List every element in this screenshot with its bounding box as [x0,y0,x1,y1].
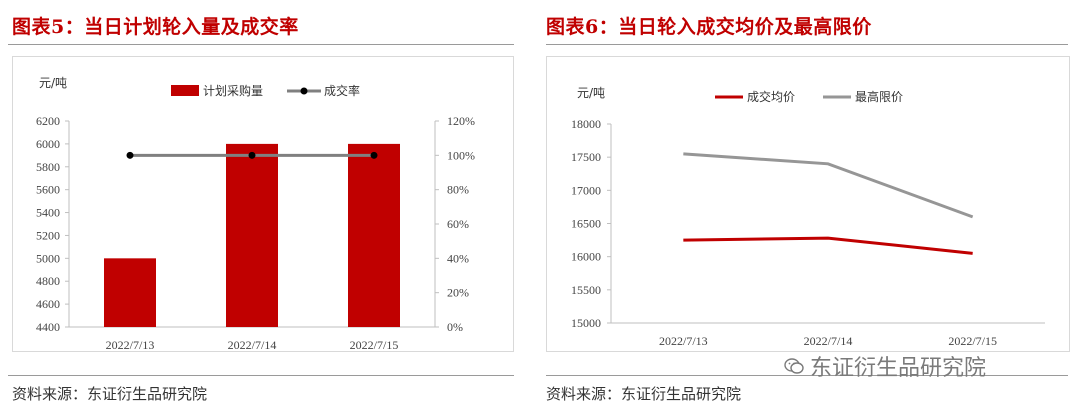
y-axis-unit-label: 元/吨 [39,76,67,90]
y-left-tick-label: 4800 [36,274,60,288]
point-transaction-rate [126,151,134,159]
y-tick-label: 17000 [571,183,601,197]
figure-5-chart-area: 元/吨 4400 4600 4800 5000 5200 5400 5600 5800 6000 6… [12,56,514,352]
y-tick-label: 15000 [571,316,601,330]
y-left-tick-label: 5000 [36,251,60,265]
figure-6-source: 资料来源：东证衍生品研究院 [546,385,742,403]
figure-5-source: 资料来源：东证衍生品研究院 [12,385,208,403]
y-tick-label: 15500 [571,283,601,297]
legend-label-avg-transaction-price: 成交均价 [747,89,795,104]
y-axis-unit-label: 元/吨 [577,86,605,100]
figure-6-source-divider [546,375,1068,376]
legend-label-transaction-rate: 成交率 [324,83,360,98]
x-tick-label: 2022/7/13 [106,338,155,351]
y-tick-label: 18000 [571,117,601,131]
y-tick-label: 16500 [571,217,601,231]
watermark: 东证衍生品研究院 [784,350,986,382]
bar-planned-purchase [226,143,278,327]
y-right-tick-label: 100% [447,148,475,162]
figure-5-source-divider [8,375,514,376]
watermark-text: 东证衍生品研究院 [810,356,987,381]
y-left-tick-label: 4400 [36,320,60,334]
y-right-tick-label: 40% [447,251,469,265]
y-right-tick-label: 20% [447,286,469,300]
figure-6-panel: 图表6：当日轮入成交均价及最高限价 元/吨 15000 15500 16000 1650… [540,0,1080,413]
figure-5-title: 图表5：当日计划轮入量及成交率 [12,16,299,38]
legend-label-planned-purchase: 计划采购量 [203,83,263,98]
y-left-tick-label: 5800 [36,160,60,174]
y-right-tick-label: 0% [447,320,463,334]
y-tick-label: 16000 [571,250,601,264]
y-left-tick-label: 6200 [36,114,60,128]
line-avg-transaction-price [683,236,973,255]
y-left-tick-label: 5600 [36,183,60,197]
x-tick-label: 2022/7/13 [659,334,708,348]
y-right-tick-label: 60% [447,217,469,231]
figure-6-title-divider [546,44,1068,45]
figure-5-chart: 元/吨 4400 4600 4800 5000 5200 5400 5600 5800 6000 6… [36,76,475,352]
bar-planned-purchase [104,258,156,327]
x-tick-label: 2022/7/14 [228,338,277,351]
line-max-price-limit [683,152,974,219]
y-left-tick-label: 5400 [36,206,60,220]
y-right-tick-label: 80% [447,183,469,197]
wechat-icon [784,358,804,374]
figure-5-title-divider [8,44,514,45]
legend-marker-transaction-rate [300,87,308,95]
x-tick-label: 2022/7/14 [804,334,853,348]
point-transaction-rate [370,151,378,159]
figure-6-chart-area: 元/吨 15000 15500 16000 16500 17000 17500 18000 20… [546,56,1070,352]
figure-6-chart: 元/吨 15000 15500 16000 16500 17000 17500 18000 20… [571,86,1045,348]
y-left-tick-label: 4600 [36,297,60,311]
bar-planned-purchase [348,143,400,327]
legend-label-max-price-limit: 最高限价 [855,89,903,104]
point-transaction-rate [248,151,256,159]
figure-6-title: 图表6：当日轮入成交均价及最高限价 [546,16,872,38]
y-left-tick-label: 6000 [36,137,60,151]
y-tick-label: 17500 [571,150,601,164]
legend-swatch-planned-purchase [171,85,199,96]
figure-5-panel: 图表5：当日计划轮入量及成交率 元/吨 4400 4600 4800 5000 5200 5… [0,0,520,413]
x-tick-label: 2022/7/15 [350,338,399,351]
y-right-tick-label: 120% [447,114,475,128]
y-left-tick-label: 5200 [36,228,60,242]
x-tick-label: 2022/7/15 [948,334,997,348]
